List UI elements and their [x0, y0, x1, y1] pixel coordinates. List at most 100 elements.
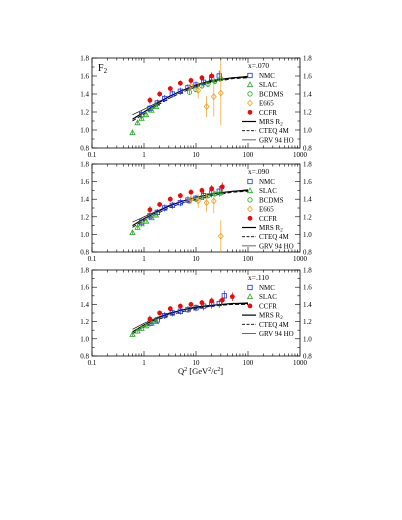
data-point — [129, 229, 136, 236]
data-point — [162, 95, 168, 102]
x-tick-label: 10 — [193, 255, 201, 263]
y-tick-label-right: 0.8 — [303, 145, 312, 153]
data-point — [177, 193, 183, 199]
data-point — [199, 188, 205, 193]
x-tick-label: 100 — [243, 255, 254, 263]
legend-nmc: NMC — [259, 178, 275, 186]
y-tick-label-right: 1.8 — [303, 161, 312, 169]
y-tick-label: 1.2 — [80, 318, 89, 326]
data-point — [247, 178, 253, 185]
legend-ccfr: CCFR — [259, 302, 277, 310]
y-tick-label: 1.0 — [80, 335, 89, 343]
y-tick-label: 1.0 — [80, 127, 89, 135]
data-point — [218, 190, 224, 196]
data-point — [247, 91, 253, 97]
x-tick-label: 100 — [243, 151, 254, 159]
data-point — [142, 217, 150, 224]
y-tick-label: 0.8 — [80, 249, 89, 257]
x-tick-label: 0.1 — [88, 255, 97, 263]
legend-grv-94-ho: GRV 94 HO — [259, 242, 294, 250]
data-point — [247, 109, 253, 115]
data-point — [212, 191, 218, 197]
y-tick-label-right: 1.8 — [303, 55, 312, 63]
panel-2: 0.8 0.8 1.0 1.0 1.2 1.2 1.4 1.4 1.6 1.6 1.8 1.8 0.1 1… — [80, 161, 312, 264]
data-point — [210, 93, 217, 101]
legend-grv-94-ho: GRV 94 HO — [259, 136, 294, 144]
data-point — [134, 223, 141, 230]
legend-cteq-4m: CTEQ 4M — [259, 233, 290, 241]
x-tick-label: 0.1 — [88, 151, 97, 159]
panel-annotation: x=.110 — [248, 273, 269, 282]
data-point — [152, 318, 160, 325]
y-tick-label-right: 1.6 — [303, 178, 312, 186]
y-tick-label: 1.8 — [80, 267, 89, 275]
data-point — [148, 106, 155, 113]
data-point — [203, 103, 210, 111]
legend-slac: SLAC — [259, 293, 277, 301]
legend-cteq-4m: CTEQ 4M — [259, 127, 290, 135]
data-point — [169, 310, 175, 316]
data-point — [186, 89, 193, 95]
data-point — [205, 193, 211, 199]
legend-ccfr: CCFR — [259, 215, 277, 223]
data-point — [177, 88, 183, 94]
data-point — [138, 325, 145, 331]
y-tick-label-right: 0.8 — [303, 249, 312, 257]
y-tick-label: 0.8 — [80, 353, 89, 361]
legend-bcdms: BCDMS — [259, 196, 284, 204]
data-point — [134, 119, 141, 126]
panel-annotation: x=.070 — [248, 61, 269, 70]
data-point — [212, 78, 218, 85]
data-point — [138, 114, 145, 121]
data-point — [169, 91, 175, 97]
x-tick-label: 10 — [193, 359, 201, 367]
data-point — [195, 86, 202, 94]
y-tick-label-right: 1.4 — [303, 196, 312, 204]
panel-1: 0.8 0.8 1.0 1.0 1.2 1.2 1.4 1.4 1.6 1.6 1.8 1.8 0.1 1… — [80, 55, 312, 160]
data-point — [167, 196, 173, 202]
y-tick-label-right: 1.4 — [303, 301, 312, 309]
y-tick-label: 1.6 — [80, 178, 89, 186]
y-tick-label-right: 1.2 — [303, 109, 312, 117]
data-point — [177, 303, 183, 309]
data-point — [219, 297, 225, 303]
x-tick-label: 1 — [142, 255, 146, 263]
data-point — [162, 205, 168, 211]
data-point — [142, 322, 150, 329]
data-point — [147, 97, 153, 103]
x-tick-label: 1000 — [293, 151, 308, 159]
data-point — [217, 232, 224, 240]
data-point — [216, 73, 222, 79]
y-tick-label: 1.6 — [80, 284, 89, 292]
data-point — [167, 306, 173, 312]
y-tick-label: 1.0 — [80, 231, 89, 239]
q2-axis-label: Q2 [GeV2/c2] — [178, 366, 223, 376]
data-point — [209, 298, 215, 304]
y-tick-label-right: 1.2 — [303, 213, 312, 221]
data-point — [188, 189, 194, 195]
data-point — [193, 305, 199, 311]
data-point — [195, 197, 202, 205]
data-point — [209, 73, 215, 79]
data-point — [167, 86, 173, 91]
data-point — [177, 80, 183, 86]
legend-e665: E665 — [259, 100, 274, 108]
data-point — [247, 284, 253, 291]
y-tick-label: 1.8 — [80, 55, 89, 63]
data-point — [188, 82, 194, 90]
y-tick-label-right: 1.0 — [303, 335, 312, 343]
legend-grv-94-ho: GRV 94 HO — [259, 330, 294, 338]
y-tick-label-right: 1.4 — [303, 91, 312, 99]
data-point — [246, 81, 254, 88]
data-point — [247, 215, 253, 221]
y-tick-label: 1.6 — [80, 73, 89, 81]
data-point — [246, 187, 254, 194]
y-tick-label: 0.8 — [80, 145, 89, 153]
x-tick-label: 1 — [142, 151, 146, 159]
data-point — [169, 202, 175, 208]
y-tick-label: 1.2 — [80, 213, 89, 221]
data-point — [177, 200, 183, 206]
panel-3: 0.8 0.8 1.0 1.0 1.2 1.2 1.4 1.4 1.6 1.6 1.8 1.8 0.1 1… — [80, 267, 312, 368]
data-point — [219, 184, 225, 190]
x-tick-label: 0.1 — [88, 359, 97, 367]
